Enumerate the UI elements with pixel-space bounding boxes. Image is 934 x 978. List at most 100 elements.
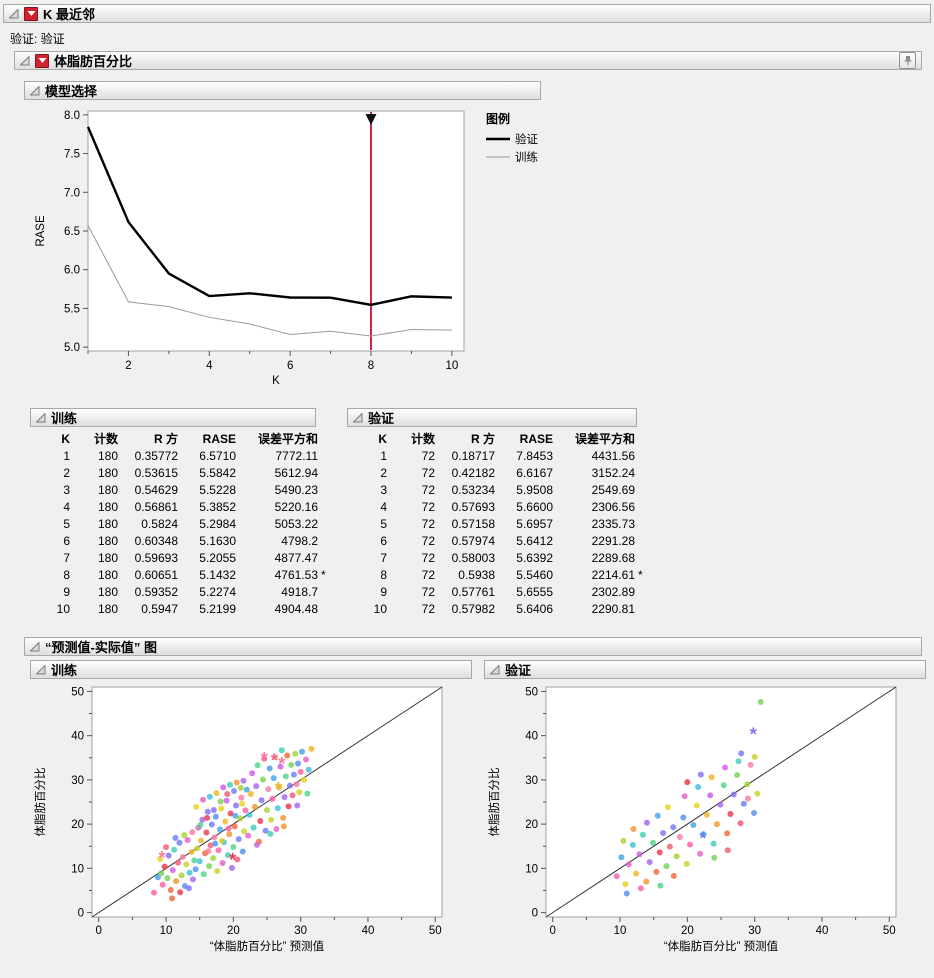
column-header: R 方 xyxy=(470,432,495,446)
validation-table-section: 验证 K 计数 R 方 RASE 误差平方和 1 72 0.18717 7.8453 4431.5… xyxy=(347,408,652,617)
pin-icon xyxy=(904,56,912,65)
knn-outline-bar[interactable]: K 最近邻 xyxy=(3,4,931,23)
disclosure-icon[interactable] xyxy=(36,664,46,675)
svg-text:RASE: RASE xyxy=(35,215,47,247)
table-row: 10 180 0.5947 5.2199 4904.48 xyxy=(56,601,318,616)
response-title: 体脂肪百分比 xyxy=(54,54,133,69)
actual-by-predicted-title: “预测值-实际值” 图 xyxy=(45,640,157,655)
table-row: 8 180 0.60651 5.1432 4761.53 * xyxy=(63,567,326,582)
table-row: 4 72 0.57693 5.6600 2306.56 xyxy=(380,499,635,514)
report-window: K 最近邻 验证: 验证 体脂肪百分比 xyxy=(0,4,934,978)
disclosure-icon[interactable] xyxy=(9,8,19,19)
response-content: 模型选择 2 4 6 8 10 K 5.0 5.5 6.0 6.5 7.0 7.5 8.0 RASE 图例验… xyxy=(24,81,926,978)
svg-text:10: 10 xyxy=(160,925,173,937)
table-row: 7 72 0.58003 5.6392 2289.68 xyxy=(380,550,635,565)
table-row: 2 72 0.42182 6.6167 3152.24 xyxy=(380,465,635,480)
column-header: R 方 xyxy=(153,432,178,446)
column-header: 误差平方和 xyxy=(257,432,318,446)
svg-text:训练: 训练 xyxy=(515,150,538,164)
scatter-validation-chart[interactable]: 00 10 10 20 20 30 30 40 40 50 50 “体脂肪百分比” 预测值 体脂肪百分比… xyxy=(484,681,928,973)
scatter-validation-title: 验证 xyxy=(505,663,532,678)
scatter-validation-section: 验证 0 0 10 10 20 20 30 30 40 40 50 50 “体脂肪百分比” 预测值 体脂肪… xyxy=(484,660,928,978)
svg-text:“体脂肪百分比” 预测值: “体脂肪百分比” 预测值 xyxy=(210,939,325,953)
svg-text:10: 10 xyxy=(71,863,84,875)
disclosure-icon[interactable] xyxy=(30,85,40,96)
svg-text:*: * xyxy=(278,754,285,774)
table-row: 7 180 0.59693 5.2055 4877.47 xyxy=(63,550,318,565)
model-selection-bar[interactable]: 模型选择 xyxy=(24,81,541,100)
column-header: K xyxy=(61,431,70,446)
table-row: 4 180 0.56861 5.3852 5220.16 xyxy=(63,499,318,514)
svg-text:30: 30 xyxy=(294,925,307,937)
svg-text:8.0: 8.0 xyxy=(64,110,80,122)
column-header xyxy=(635,430,652,447)
disclosure-icon[interactable] xyxy=(30,641,40,652)
svg-text:40: 40 xyxy=(816,925,829,937)
svg-text:*: * xyxy=(158,848,165,868)
svg-text:20: 20 xyxy=(525,819,538,831)
scatter-validation-bar[interactable]: 验证 xyxy=(484,660,926,679)
table-row: 5 72 0.57158 5.6957 2335.73 xyxy=(380,516,635,531)
svg-text:6.5: 6.5 xyxy=(64,226,80,238)
svg-text:30: 30 xyxy=(748,925,761,937)
column-header: 计数 xyxy=(93,432,118,446)
training-table-title: 训练 xyxy=(51,411,78,426)
svg-text:6: 6 xyxy=(287,360,293,372)
column-header: RASE xyxy=(202,431,236,446)
svg-text:“体脂肪百分比” 预测值: “体脂肪百分比” 预测值 xyxy=(664,939,779,953)
red-triangle-menu-icon[interactable] xyxy=(24,6,38,21)
svg-text:20: 20 xyxy=(227,925,240,937)
svg-text:图例: 图例 xyxy=(486,111,510,126)
column-header: K xyxy=(378,431,387,446)
svg-text:8: 8 xyxy=(368,360,374,372)
svg-text:*: * xyxy=(275,779,282,799)
table-row: 1 72 0.18717 7.8453 4431.56 xyxy=(380,448,635,463)
table-row: 3 72 0.53234 5.9508 2549.69 xyxy=(380,482,635,497)
svg-text:体脂肪百分比: 体脂肪百分比 xyxy=(487,768,501,837)
validation-table-bar[interactable]: 验证 xyxy=(347,408,637,427)
fit-tables-row: 训练 K 计数 R 方 RASE 误差平方和 1 180 0.35772 6.5710 7772.… xyxy=(30,408,922,617)
table-row: 1 180 0.35772 6.5710 7772.11 xyxy=(63,448,318,463)
validation-table-title: 验证 xyxy=(368,411,395,426)
svg-text:4: 4 xyxy=(206,360,213,372)
table-row: 6 72 0.57974 5.6412 2291.28 xyxy=(380,533,635,548)
training-table: K 计数 R 方 RASE 误差平方和 1 180 0.35772 6.5710 7772.11 2… xyxy=(36,430,335,617)
svg-text:5.5: 5.5 xyxy=(64,303,80,315)
column-header: RASE xyxy=(519,431,553,446)
disclosure-icon[interactable] xyxy=(490,664,500,675)
svg-text:40: 40 xyxy=(71,731,84,743)
knn-title: K 最近邻 xyxy=(43,7,96,22)
svg-text:*: * xyxy=(261,749,268,769)
svg-text:K: K xyxy=(272,375,280,387)
svg-text:7.5: 7.5 xyxy=(64,149,80,161)
training-table-bar[interactable]: 训练 xyxy=(30,408,316,427)
pin-button[interactable] xyxy=(899,52,916,69)
svg-text:0: 0 xyxy=(96,925,102,937)
svg-text:验证: 验证 xyxy=(515,132,538,146)
scatter-training-chart[interactable]: 00 10 10 20 20 30 30 40 40 50 50 “体脂肪百分比” 预测值 体脂肪百分比… xyxy=(30,681,474,973)
table-row: 3 180 0.54629 5.5228 5490.23 xyxy=(63,482,318,497)
disclosure-icon[interactable] xyxy=(20,55,30,66)
svg-text:0: 0 xyxy=(532,908,538,920)
model-selection-title: 模型选择 xyxy=(45,84,98,99)
table-row: 6 180 0.60348 5.1630 4798.2 xyxy=(63,533,318,548)
column-header xyxy=(318,430,335,447)
response-outline-bar[interactable]: 体脂肪百分比 xyxy=(14,51,922,70)
table-row: 9 180 0.59352 5.2274 4918.7 xyxy=(63,584,318,599)
red-triangle-menu-icon[interactable] xyxy=(35,53,49,68)
table-row: 2 180 0.53615 5.5842 5612.94 xyxy=(63,465,318,480)
svg-text:30: 30 xyxy=(525,775,538,787)
training-table-section: 训练 K 计数 R 方 RASE 误差平方和 1 180 0.35772 6.5710 7772.… xyxy=(30,408,335,617)
svg-text:40: 40 xyxy=(362,925,375,937)
svg-text:0: 0 xyxy=(550,925,556,937)
scatter-training-section: 训练 0 0 10 10 20 20 30 30 40 40 50 50 “体脂肪百分比” 预测值 体脂肪… xyxy=(30,660,474,978)
scatter-training-bar[interactable]: 训练 xyxy=(30,660,472,679)
disclosure-icon[interactable] xyxy=(353,412,363,423)
svg-text:10: 10 xyxy=(445,360,458,372)
svg-text:30: 30 xyxy=(71,775,84,787)
disclosure-icon[interactable] xyxy=(36,412,46,423)
actual-by-predicted-bar[interactable]: “预测值-实际值” 图 xyxy=(24,637,922,656)
svg-text:40: 40 xyxy=(525,731,538,743)
scatter-training-title: 训练 xyxy=(51,663,78,678)
